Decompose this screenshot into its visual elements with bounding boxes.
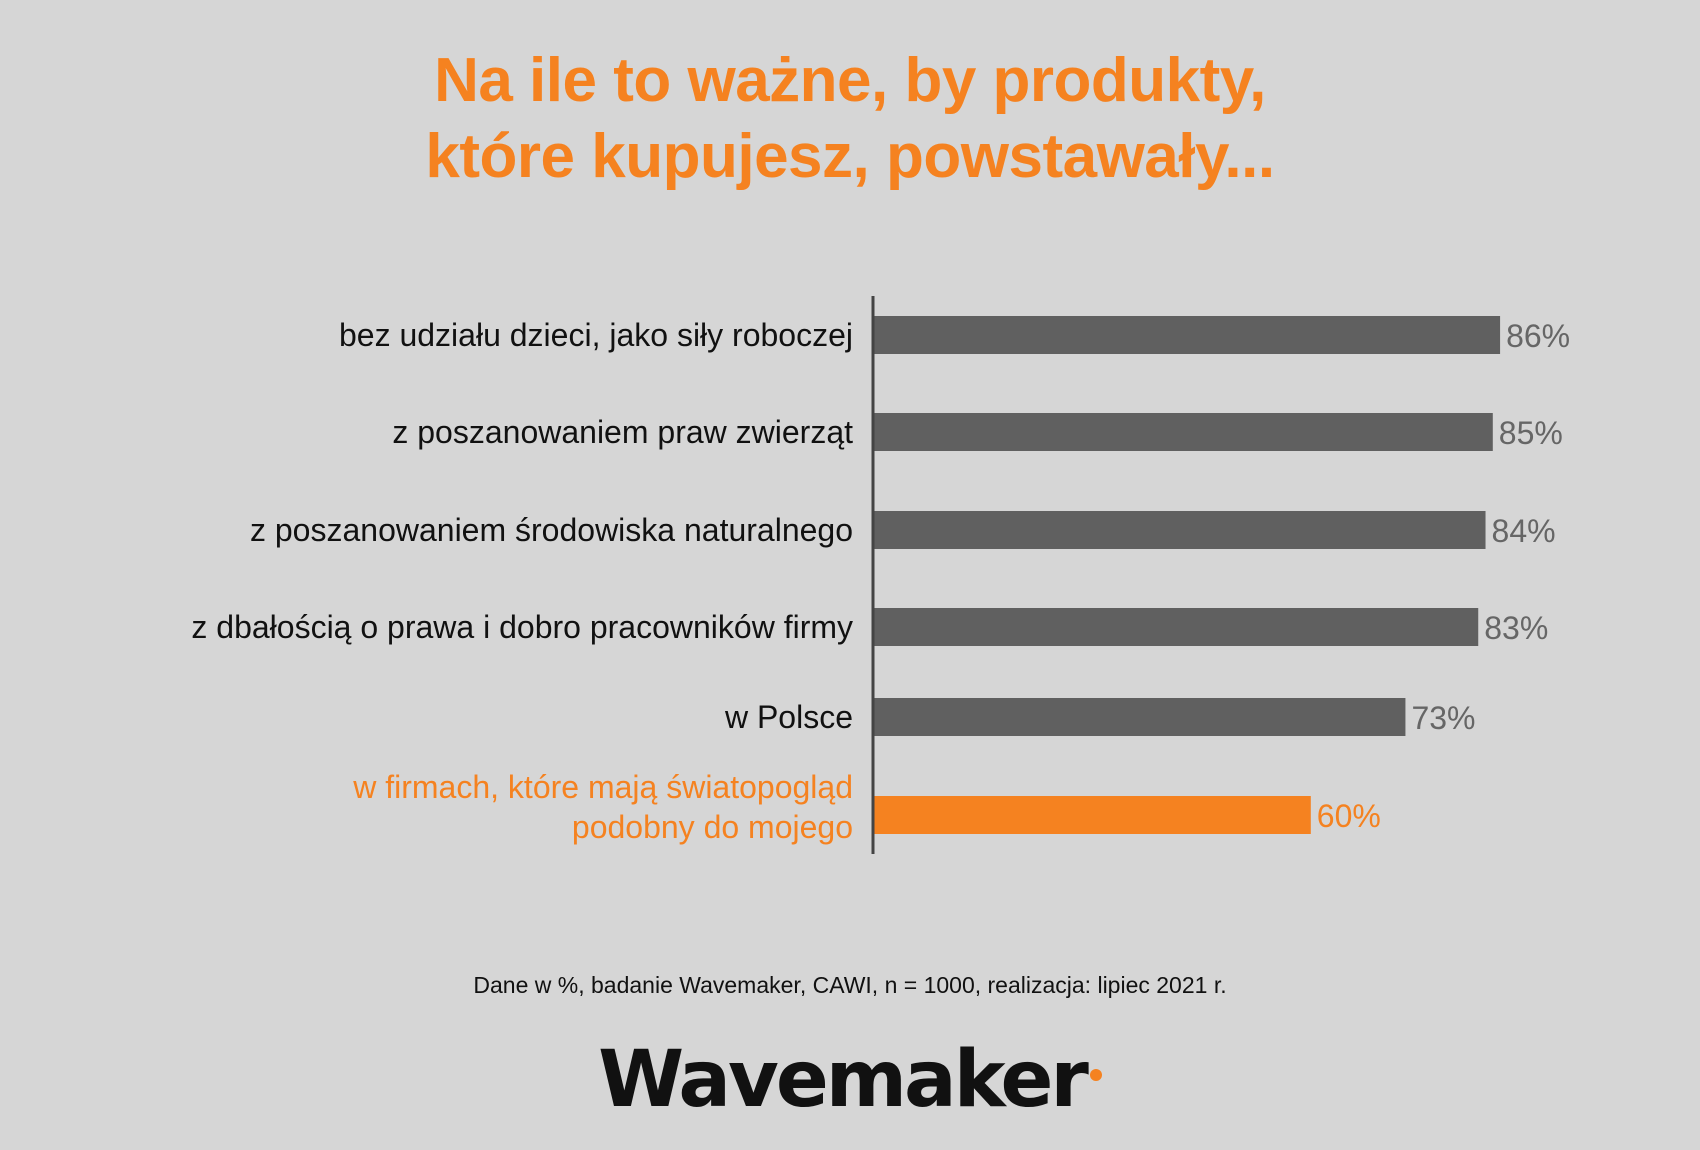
bar: [874, 316, 1501, 354]
category-label: z dbałością o prawa i dobro pracowników …: [191, 609, 853, 645]
footnote: Dane w %, badanie Wavemaker, CAWI, n = 1…: [473, 972, 1227, 998]
value-label: 85%: [1499, 415, 1563, 451]
bar: [874, 511, 1486, 549]
value-label: 73%: [1411, 700, 1475, 736]
bar: [874, 608, 1479, 646]
logo-text: Wavemaker: [598, 1035, 1089, 1125]
value-label: 60%: [1317, 798, 1381, 834]
bar: [874, 413, 1493, 451]
chart-title-line-1: Na ile to ważne, by produkty,: [434, 46, 1266, 115]
bar: [874, 698, 1406, 736]
chart-title-line-2: które kupujesz, powstawały...: [425, 122, 1275, 191]
category-label: bez udziału dzieci, jako siły roboczej: [339, 317, 853, 353]
category-label: w firmach, które mają światopogląd podobn…: [352, 769, 853, 845]
category-label: w Polsce: [724, 699, 853, 735]
wavemaker-logo: Wavemaker: [0, 1035, 1700, 1125]
category-label: z poszanowaniem środowiska naturalnego: [250, 512, 853, 548]
value-label: 83%: [1484, 610, 1548, 646]
value-label: 84%: [1492, 513, 1556, 549]
logo-dot-icon: [1089, 1069, 1102, 1081]
value-label: 86%: [1506, 318, 1570, 354]
bar: [874, 796, 1311, 834]
category-label: z poszanowaniem praw zwierząt: [392, 414, 853, 450]
